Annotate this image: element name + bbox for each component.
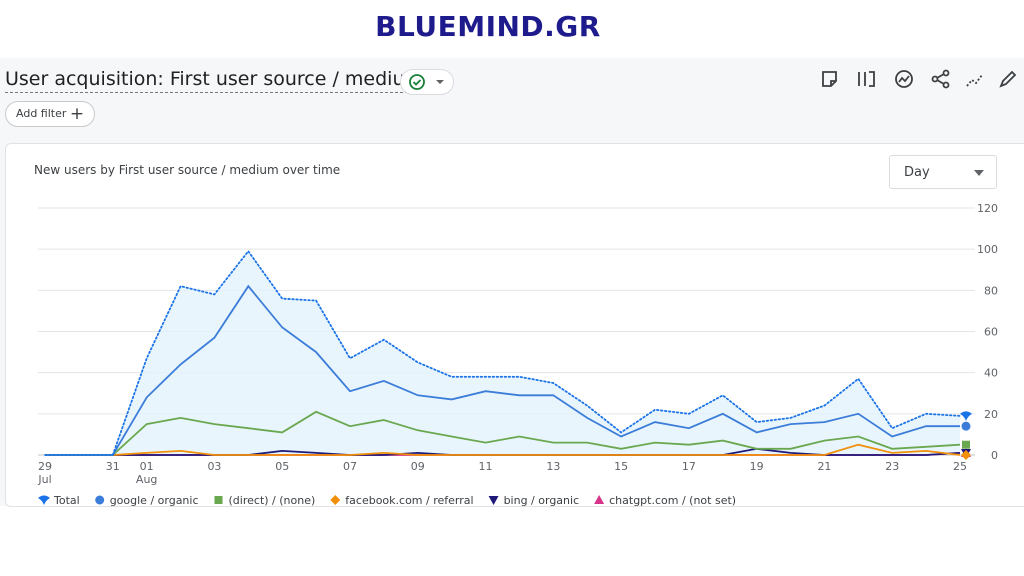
end-marker <box>961 450 971 460</box>
legend-label: chatgpt.com / (not set) <box>609 494 736 507</box>
edit-icon[interactable] <box>999 70 1017 88</box>
series-line <box>45 410 961 456</box>
series-line <box>44 249 961 456</box>
status-badge[interactable] <box>400 69 454 95</box>
x-tick-label: 25 <box>953 460 967 473</box>
x-tick-label: 03 <box>207 460 221 473</box>
x-tick-label: 13 <box>546 460 560 473</box>
x-tick-label: 29 <box>38 460 52 473</box>
share-icon[interactable] <box>931 75 939 83</box>
x-tick-label: 19 <box>750 460 764 473</box>
series-area <box>45 251 960 455</box>
legend-marker <box>488 496 499 505</box>
series-line <box>45 443 961 456</box>
series-line <box>45 284 960 456</box>
dropdown-label: Day <box>904 165 930 180</box>
x-month-label: Aug <box>136 473 157 486</box>
legend-marker <box>330 495 341 505</box>
end-marker <box>960 411 972 421</box>
x-tick-label: 17 <box>682 460 696 473</box>
report-title[interactable]: User acquisition: First user source / me… <box>5 68 423 93</box>
y-tick-label: 100 <box>977 243 998 256</box>
x-tick-label: 23 <box>885 460 899 473</box>
plus-icon: + <box>69 104 85 124</box>
x-tick-label: 21 <box>817 460 831 473</box>
add-filter-label: Add filter <box>16 107 67 120</box>
x-tick-label: 05 <box>275 460 289 473</box>
legend-marker <box>214 496 223 504</box>
granularity-dropdown[interactable]: Day <box>889 155 997 189</box>
trend-icon[interactable] <box>966 74 983 87</box>
legend-label: (direct) / (none) <box>229 494 316 507</box>
end-marker <box>962 440 970 449</box>
y-tick-label: 60 <box>984 326 998 339</box>
y-tick-label: 20 <box>984 408 998 421</box>
legend-label: google / organic <box>110 494 199 507</box>
x-tick-label: 01 <box>140 460 154 473</box>
toolbar <box>822 69 1017 89</box>
chart: New users by First user source / medium … <box>34 163 998 507</box>
legend-marker <box>38 495 50 505</box>
add-filter-button[interactable]: Add filter + <box>5 101 96 127</box>
y-tick-label: 120 <box>977 202 998 215</box>
insights-icon[interactable] <box>895 70 913 88</box>
x-tick-label: 15 <box>614 460 628 473</box>
dropdown-arrow <box>974 170 984 176</box>
x-tick-label: 31 <box>106 460 120 473</box>
legend-label: Total <box>53 494 80 507</box>
y-tick-label: 40 <box>984 367 998 380</box>
end-marker <box>961 421 971 431</box>
notes-icon[interactable] <box>822 71 837 87</box>
brand: BLUEMIND.GR <box>375 10 601 43</box>
y-tick-label: 0 <box>991 449 998 462</box>
compare-icon[interactable] <box>858 71 875 87</box>
legend-label: bing / organic <box>504 494 580 507</box>
legend-marker <box>95 495 105 505</box>
x-tick-label: 11 <box>479 460 493 473</box>
legend-label: facebook.com / referral <box>345 494 473 507</box>
legend-marker <box>594 495 605 504</box>
x-tick-label: 09 <box>411 460 425 473</box>
y-tick-label: 80 <box>984 284 998 297</box>
x-tick-label: 07 <box>343 460 357 473</box>
chart-title: New users by First user source / medium … <box>34 163 340 177</box>
badge-icon <box>409 74 444 90</box>
x-month-label: Jul <box>37 473 51 486</box>
